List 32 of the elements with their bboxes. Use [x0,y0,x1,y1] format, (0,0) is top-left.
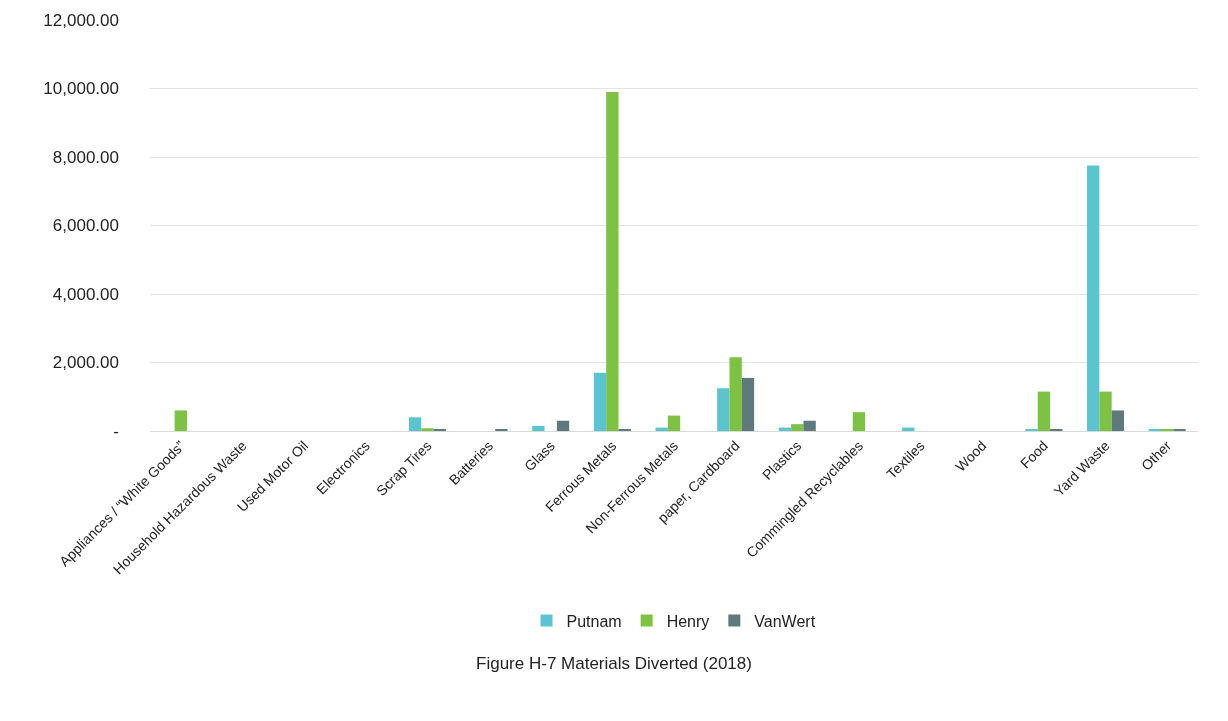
bar [741,377,755,431]
y-tick-label: 12,000.00 [43,10,119,30]
bar [556,420,570,431]
y-tick-label: 6,000.00 [52,216,119,236]
y-tick-label: 2,000.00 [52,353,119,373]
y-tick-label: - [113,421,119,441]
bar [1050,428,1063,431]
bar [729,357,742,431]
bar [1087,165,1100,431]
bar [1099,391,1112,431]
legend-label: Henry [666,612,710,630]
bar [606,91,619,431]
bar [717,388,730,431]
bar [1173,428,1186,431]
bar [408,417,422,431]
bar [791,424,804,431]
bar [593,372,607,431]
y-tick-label: 8,000.00 [52,147,119,167]
bar [1037,391,1051,431]
bar [1111,410,1125,431]
bar [532,425,545,431]
text: Figure H-7 Materials Diverted (2018) [476,654,752,674]
legend-label: VanWert [754,612,816,630]
bar [421,428,434,431]
y-tick-label: 4,000.00 [52,284,119,304]
bar [852,412,866,431]
y-tick-label: 10,000.00 [43,79,119,99]
bar [433,428,446,431]
bar [803,420,816,431]
bar [667,415,681,431]
legend-label: Putnam [566,612,622,630]
bar [174,410,187,431]
